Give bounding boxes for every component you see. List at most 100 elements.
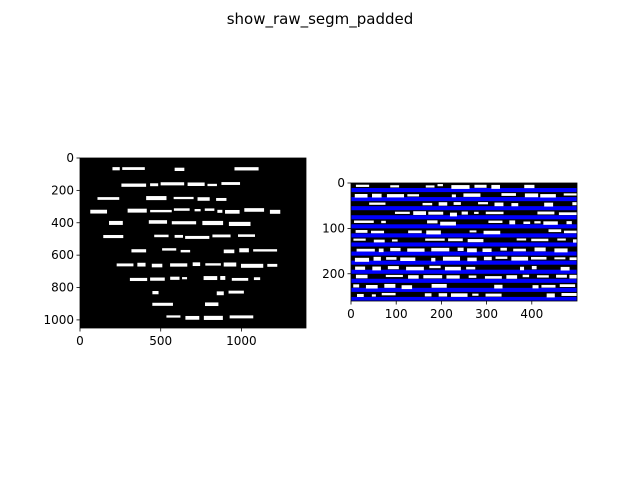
right-ink-word — [541, 284, 556, 288]
left-ink-word — [231, 277, 249, 281]
right-ink-word — [385, 274, 403, 278]
right-ink-word — [516, 238, 527, 241]
left-ink-word — [216, 197, 227, 201]
right-ink-word — [431, 247, 450, 252]
right-ink-word — [442, 256, 461, 261]
left-ytick-label: 0 — [66, 151, 74, 165]
right-ink-word — [355, 184, 370, 187]
left-ink-word — [90, 209, 108, 214]
right-ink-word — [491, 184, 501, 189]
right-ink-word — [467, 239, 484, 243]
right-ink-word — [509, 220, 516, 225]
right-ink-word — [427, 220, 438, 224]
left-ink-word — [146, 196, 167, 201]
right-ink-word — [544, 202, 554, 207]
right-ink-word — [426, 230, 441, 235]
right-ink-word — [488, 220, 503, 223]
right-ink-word — [438, 202, 448, 206]
left-ink-word — [269, 209, 281, 214]
left-ink-word — [154, 234, 169, 238]
left-ink-word — [202, 220, 224, 226]
left-ink-word — [151, 263, 163, 268]
right-ink-word — [401, 285, 413, 290]
right-ink-word — [554, 248, 568, 253]
left-ink-word — [166, 315, 181, 318]
right-line-mask — [351, 242, 577, 247]
right-ink-word — [354, 220, 374, 223]
right-ink-word — [355, 230, 368, 233]
right-ink-word — [485, 211, 504, 215]
left-ytick-label: 800 — [51, 281, 74, 295]
right-ink-word — [546, 293, 555, 298]
left-ytick-label: 1000 — [43, 313, 74, 327]
left-ink-word — [204, 208, 215, 211]
right-ink-word — [384, 283, 396, 288]
right-ink-word — [449, 212, 457, 217]
right-ink-word — [390, 185, 400, 188]
right-ink-word — [560, 266, 570, 271]
right-ink-word — [569, 274, 578, 279]
right-ink-word — [423, 275, 443, 279]
right-ink-word — [558, 212, 578, 216]
left-ink-word — [97, 197, 120, 200]
left-ink-word — [197, 197, 210, 201]
left-ink-word — [170, 276, 180, 280]
left-ink-word — [162, 248, 177, 251]
right-ink-word — [373, 239, 385, 243]
left-ink-word — [185, 235, 210, 239]
right-ink-word — [494, 202, 504, 207]
right-ink-word — [537, 211, 555, 215]
left-ink-word — [194, 209, 201, 212]
right-ink-word — [478, 202, 489, 205]
right-ink-word — [554, 257, 566, 260]
left-ink-word — [223, 262, 237, 267]
right-ink-word — [356, 293, 364, 298]
right-ink-word — [378, 248, 384, 253]
right-ink-word — [386, 257, 397, 260]
right-ink-word — [372, 266, 381, 271]
left-frame — [79, 157, 307, 329]
right-ink-word — [437, 184, 443, 187]
right-ink-word — [540, 194, 556, 198]
right-ink-word — [483, 230, 501, 235]
left-ink-word — [207, 183, 217, 187]
right-line-mask — [351, 269, 577, 274]
right-ink-word — [390, 247, 401, 252]
right-ink-word — [463, 193, 481, 197]
right-line-mask — [351, 224, 577, 229]
left-ink-word — [223, 249, 235, 254]
right-ink-word — [557, 238, 566, 241]
right-ink-word — [408, 275, 419, 279]
right-line-mask — [351, 296, 577, 301]
right-ink-word — [485, 293, 502, 297]
right-ink-word — [450, 293, 468, 297]
right-ink-word — [483, 256, 492, 261]
right-ink-word — [444, 266, 461, 271]
left-ink-word — [229, 315, 254, 319]
right-ink-word — [566, 221, 572, 225]
right-ink-word — [531, 238, 549, 242]
left-ink-word — [170, 263, 188, 267]
left-ink-word — [205, 263, 221, 266]
right-ink-word — [391, 239, 398, 242]
right-ink-word — [408, 230, 422, 234]
right-ink-word — [369, 202, 386, 205]
left-ink-word — [112, 167, 120, 171]
right-ink-word — [511, 256, 529, 261]
right-xtick-label: 400 — [520, 307, 543, 321]
right-ink-word — [373, 256, 381, 261]
right-ink-word — [494, 284, 503, 289]
left-ytick-label: 600 — [51, 248, 74, 262]
right-ink-word — [387, 266, 399, 270]
left-ink-word — [127, 208, 147, 213]
left-ink-word — [174, 234, 183, 238]
left-ink-word — [253, 277, 261, 281]
left-ink-word — [244, 208, 265, 212]
left-ink-word — [122, 167, 145, 170]
left-ink-word — [121, 183, 147, 187]
left-image-background — [80, 158, 306, 328]
right-ink-word — [353, 238, 366, 241]
right-ink-word — [536, 275, 549, 278]
right-ink-word — [500, 247, 507, 251]
